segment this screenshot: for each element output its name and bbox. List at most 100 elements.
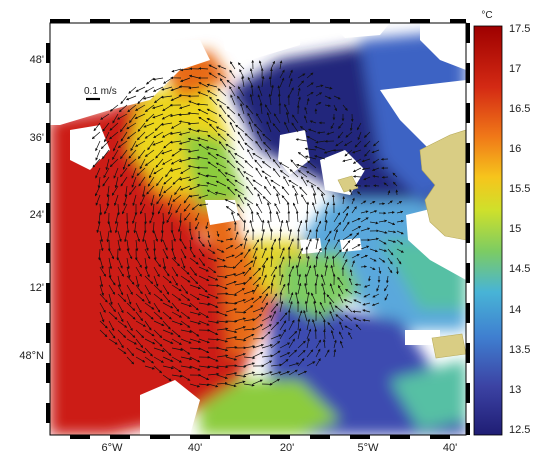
- current-vector: [249, 93, 254, 106]
- current-vector: [155, 158, 164, 168]
- current-vector: [333, 212, 341, 223]
- current-vector: [153, 356, 164, 363]
- current-vector: [132, 194, 137, 207]
- current-vector: [198, 248, 205, 257]
- current-vector: [363, 140, 371, 148]
- current-vector: [279, 247, 285, 259]
- current-vector: [207, 152, 218, 160]
- current-vector: [278, 237, 281, 250]
- current-vector: [155, 149, 164, 159]
- current-vector: [198, 284, 208, 293]
- current-vector: [361, 167, 371, 171]
- current-vector: [95, 167, 101, 179]
- current-vector: [387, 248, 394, 256]
- current-vector: [252, 324, 264, 331]
- current-vector: [171, 68, 182, 73]
- current-vector: [99, 266, 106, 277]
- current-vector: [188, 176, 200, 182]
- current-vector: [349, 122, 353, 132]
- current-vector: [130, 140, 137, 152]
- current-vector: [135, 293, 145, 302]
- current-vector: [288, 77, 293, 88]
- current-vector: [315, 237, 319, 250]
- current-vector: [160, 122, 173, 126]
- current-vector: [135, 302, 142, 314]
- current-vector: [145, 113, 155, 122]
- current-vector: [352, 310, 362, 313]
- current-vector: [129, 185, 137, 196]
- current-vector: [329, 301, 335, 313]
- current-vector: [144, 356, 154, 364]
- current-vector: [261, 354, 274, 358]
- current-vector: [378, 257, 386, 263]
- current-vector: [396, 230, 404, 235]
- current-vector: [237, 212, 245, 223]
- current-vector: [354, 140, 362, 148]
- current-vector: [207, 161, 218, 169]
- current-vector: [171, 320, 183, 326]
- current-vector: [234, 338, 247, 342]
- current-vector: [352, 149, 362, 154]
- current-vector: [99, 230, 104, 243]
- current-vector: [144, 104, 155, 112]
- current-vector: [135, 347, 147, 354]
- current-vector: [196, 129, 209, 133]
- current-vector: [292, 114, 299, 124]
- current-vector: [363, 176, 371, 181]
- current-vector: [207, 230, 211, 239]
- current-vector: [333, 348, 337, 358]
- current-vector: [256, 203, 263, 214]
- current-vector: [209, 123, 218, 133]
- current-vector: [270, 371, 282, 376]
- current-vector: [167, 203, 173, 215]
- colorbar-unit: °C: [481, 10, 492, 21]
- current-vector: [324, 104, 331, 107]
- current-vector: [323, 291, 326, 304]
- current-vector: [162, 320, 171, 330]
- current-vector: [126, 356, 135, 365]
- current-vector: [120, 167, 128, 178]
- current-vector: [234, 380, 246, 385]
- current-vector: [152, 113, 164, 119]
- current-vector: [351, 206, 357, 214]
- current-vector: [261, 371, 273, 376]
- current-vector: [206, 83, 218, 88]
- current-vector: [297, 349, 306, 358]
- current-vector: [126, 311, 136, 320]
- current-vector: [378, 219, 388, 223]
- current-vector: [178, 140, 191, 145]
- current-vector: [351, 197, 355, 205]
- current-vector: [234, 153, 245, 160]
- current-vector: [225, 266, 236, 269]
- current-vector: [297, 370, 308, 376]
- lat-tick-label: 48': [30, 54, 44, 66]
- current-vector: [297, 318, 301, 331]
- current-vector: [129, 113, 137, 124]
- current-vector: [225, 308, 238, 313]
- current-vector: [303, 309, 308, 322]
- current-vector: [270, 303, 279, 313]
- current-vector: [135, 356, 146, 363]
- current-vector: [174, 185, 182, 196]
- current-vector: [287, 282, 290, 295]
- current-vector: [135, 275, 140, 288]
- velocity-scale-label: 0.1 m/s: [84, 86, 117, 97]
- current-vector: [218, 114, 227, 124]
- current-vector: [312, 192, 317, 205]
- current-vector: [351, 244, 361, 250]
- current-vector: [234, 271, 246, 277]
- current-vector: [171, 365, 182, 373]
- current-vector: [304, 147, 317, 151]
- current-vector: [327, 322, 335, 331]
- current-vector: [240, 103, 245, 115]
- colorbar-tick-label: 16.5: [509, 103, 530, 115]
- current-vector: [187, 111, 200, 115]
- zone-green-south: [200, 380, 340, 435]
- current-vector: [151, 203, 155, 216]
- current-vector: [342, 206, 350, 214]
- current-vector: [270, 60, 275, 70]
- current-vector: [142, 95, 155, 100]
- current-vector: [229, 69, 236, 79]
- current-vector: [363, 293, 371, 298]
